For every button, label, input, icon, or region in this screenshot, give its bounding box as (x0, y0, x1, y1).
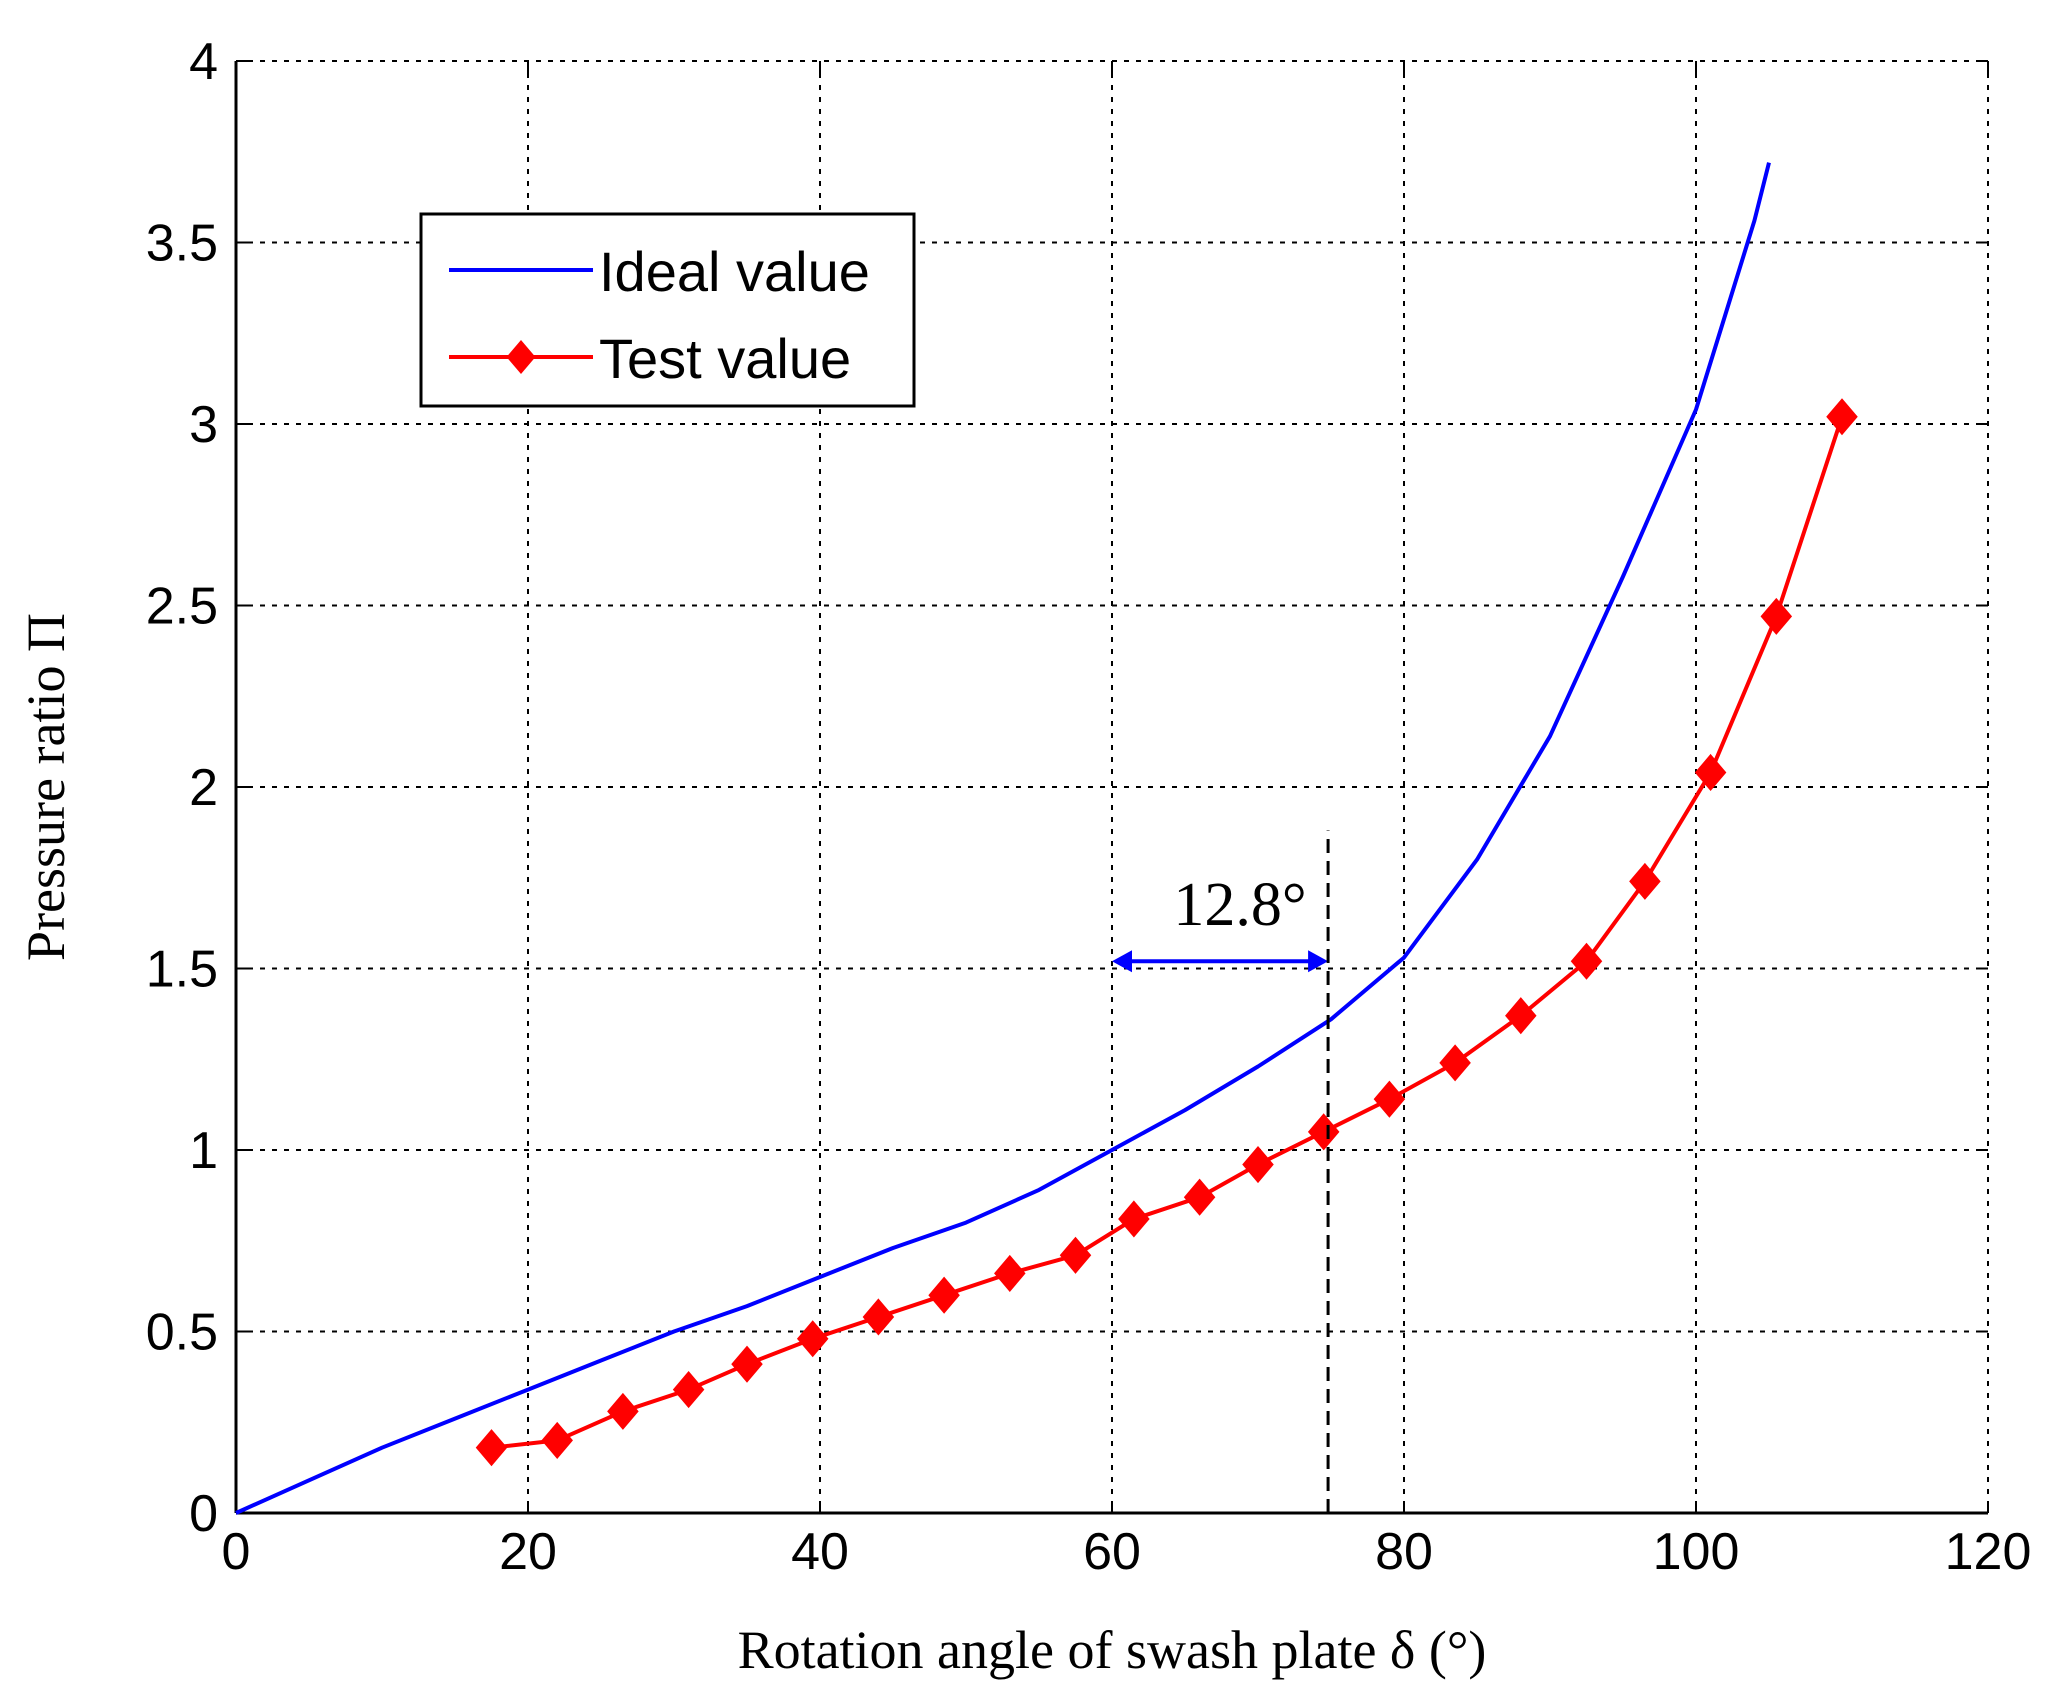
data-point-test-value (862, 1298, 895, 1336)
data-point-test-value (607, 1392, 639, 1430)
data-point-test-value (1505, 997, 1537, 1035)
x-tick-label: 20 (499, 1523, 557, 1581)
data-point-test-value (1629, 862, 1661, 900)
x-tick-label: 80 (1375, 1523, 1433, 1581)
legend-swatch-marker (506, 340, 536, 374)
data-point-test-value (1307, 1113, 1340, 1151)
data-point-test-value (1118, 1200, 1150, 1238)
y-tick-label: 3.5 (146, 215, 218, 273)
axis-labels: Rotation angle of swash plate δ (°) Press… (16, 613, 1486, 1680)
annotation-arrowhead-right (1308, 950, 1329, 973)
annotation-layer: 12.8° (1112, 830, 1330, 1513)
y-axis-label: Pressure ratio Π (16, 613, 76, 961)
series-line-ideal-value (235, 162, 1771, 1515)
x-tick-label: 120 (1945, 1523, 2032, 1581)
y-tick-label: 3 (189, 396, 218, 454)
series-layer (235, 162, 1858, 1515)
y-tick-label: 4 (189, 33, 218, 91)
data-point-test-value (1439, 1044, 1471, 1082)
x-tick-label: 100 (1653, 1523, 1740, 1581)
x-axis-label: Rotation angle of swash plate δ (°) (738, 1620, 1487, 1680)
data-point-test-value (796, 1320, 829, 1358)
legend-box (419, 212, 916, 408)
data-point-test-value (1570, 942, 1603, 980)
data-point-test-value (1694, 753, 1727, 792)
data-point-test-value (928, 1276, 960, 1314)
x-tick-label: 40 (791, 1523, 849, 1581)
data-point-test-value (1826, 398, 1858, 436)
annotation-arrowhead-left (1112, 950, 1132, 973)
axes-layer: 0 20 40 60 80 100 120 0 0.5 1 1.5 2 2.5 3 3.5 4 (146, 33, 2032, 1581)
data-point-test-value (731, 1345, 763, 1383)
legend-entry-label: Test value (599, 327, 851, 390)
x-tick-label: 60 (1083, 1523, 1141, 1581)
y-tick-label: 2.5 (146, 578, 218, 636)
y-tick-label: 1 (189, 1122, 218, 1180)
x-tick-label: 0 (222, 1523, 251, 1581)
legend-entry-label: Ideal value (599, 240, 870, 303)
data-point-test-value (541, 1421, 573, 1459)
data-point-test-value (475, 1429, 508, 1467)
annotation-angle-label: 12.8° (1173, 871, 1306, 939)
data-point-test-value (672, 1371, 705, 1409)
data-point-test-value (994, 1254, 1026, 1292)
y-tick-label: 2 (189, 759, 218, 817)
data-point-test-value (1760, 597, 1793, 635)
y-tick-label: 0 (189, 1485, 218, 1543)
data-point-test-value (1059, 1236, 1092, 1274)
data-point-test-value (1183, 1178, 1216, 1216)
data-point-test-value (1373, 1080, 1406, 1118)
series-line-test-value (491, 416, 1844, 1450)
data-point-test-value (1242, 1145, 1274, 1184)
legend: Ideal value Test value (419, 212, 916, 408)
y-tick-label: 0.5 (146, 1304, 218, 1362)
grid-layer (236, 61, 1988, 1513)
y-tick-label: 1.5 (146, 941, 218, 999)
